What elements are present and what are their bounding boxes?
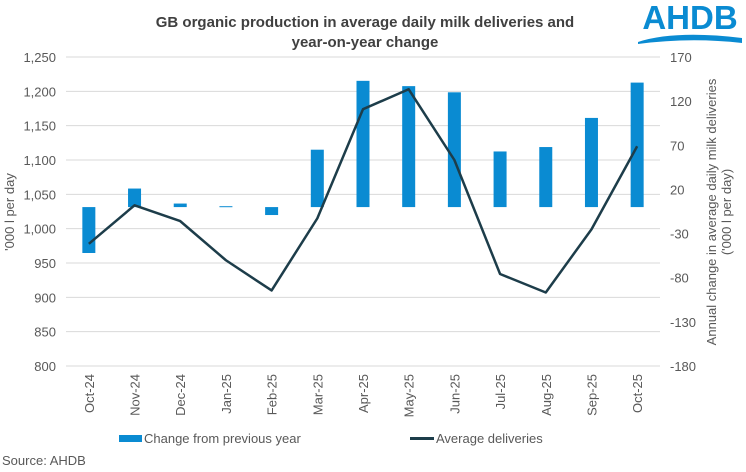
bar-Jun-25 <box>447 92 461 208</box>
x-tick-label: Dec-24 <box>173 374 188 416</box>
bar-Dec-24 <box>173 203 187 208</box>
bars <box>82 80 644 253</box>
right-tick-label: -130 <box>670 315 696 330</box>
right-tick-label: 120 <box>670 94 692 109</box>
left-tick-label: 950 <box>34 256 56 271</box>
right-axis-title-line-2: ('000 l per day) <box>719 169 734 255</box>
bar-Nov-24 <box>128 188 142 208</box>
right-axis-title-line-1: Annual change in average daily milk deli… <box>704 78 719 345</box>
line-series <box>88 88 639 294</box>
right-tick-label: 20 <box>670 182 684 197</box>
bar-Oct-25 <box>630 82 644 208</box>
legend-swatch-line <box>410 437 434 440</box>
left-tick-label: 1,000 <box>23 222 56 237</box>
x-axis-ticks: Oct-24 Nov-24 Dec-24 Jan-25 Feb-25 Mar-25 Apr-… <box>82 374 645 417</box>
bar-Mar-25 <box>310 149 324 208</box>
left-axis-ticks: 1,250 1,200 1,150 1,100 1,050 1,000 950 900 850 8… <box>23 50 56 374</box>
bar-Jan-25 <box>219 206 233 208</box>
right-axis-ticks: 170 120 70 20 -30 -80 -130 -180 <box>670 50 696 374</box>
right-tick-label: -80 <box>670 271 689 286</box>
x-tick-label: Feb-25 <box>265 374 280 415</box>
chart-title-line-1: GB organic production in average daily m… <box>156 14 574 31</box>
left-tick-label: 1,250 <box>23 50 56 65</box>
right-tick-label: 170 <box>670 50 692 65</box>
x-tick-label: Aug-25 <box>539 374 554 416</box>
x-tick-label: Apr-25 <box>356 374 371 413</box>
bar-Sep-25 <box>584 117 598 208</box>
bar-Oct-24 <box>82 207 96 253</box>
bar-Feb-25 <box>265 207 279 216</box>
logo-text: AHDB <box>642 0 737 36</box>
right-tick-label: 70 <box>670 138 684 153</box>
left-tick-label: 850 <box>34 325 56 340</box>
source-note: Source: AHDB <box>2 453 86 468</box>
x-tick-label: Sep-25 <box>584 374 599 416</box>
left-tick-label: 1,100 <box>23 153 56 168</box>
x-tick-label: Mar-25 <box>310 374 325 415</box>
ahdb-logo: AHDB <box>638 0 742 44</box>
left-axis-title: '000 l per day <box>2 173 17 251</box>
left-tick-label: 800 <box>34 359 56 374</box>
right-tick-label: -180 <box>670 359 696 374</box>
x-tick-label: Jul-25 <box>493 374 508 409</box>
legend-label-change: Change from previous year <box>144 431 301 446</box>
left-tick-label: 1,050 <box>23 187 56 202</box>
x-tick-label: Jun-25 <box>447 374 462 414</box>
legend: Change from previous year Average delive… <box>119 431 543 446</box>
bar-Apr-25 <box>356 80 370 208</box>
bar-Aug-25 <box>539 147 553 208</box>
legend-label-average: Average deliveries <box>436 431 543 446</box>
x-tick-label: May-25 <box>402 374 417 417</box>
right-tick-label: -30 <box>670 227 689 242</box>
x-tick-label: Jan-25 <box>219 374 234 414</box>
logo-wave-icon <box>638 34 742 44</box>
x-tick-label: Oct-24 <box>82 374 97 413</box>
chart-title-line-2: year-on-year change <box>292 34 439 51</box>
x-tick-label: Nov-24 <box>128 374 143 416</box>
x-tick-label: Oct-25 <box>630 374 645 413</box>
bar-Jul-25 <box>493 151 507 208</box>
legend-swatch-bar <box>119 435 142 442</box>
bar-May-25 <box>402 86 416 208</box>
left-tick-label: 1,200 <box>23 84 56 99</box>
left-tick-label: 1,150 <box>23 119 56 134</box>
left-tick-label: 900 <box>34 290 56 305</box>
